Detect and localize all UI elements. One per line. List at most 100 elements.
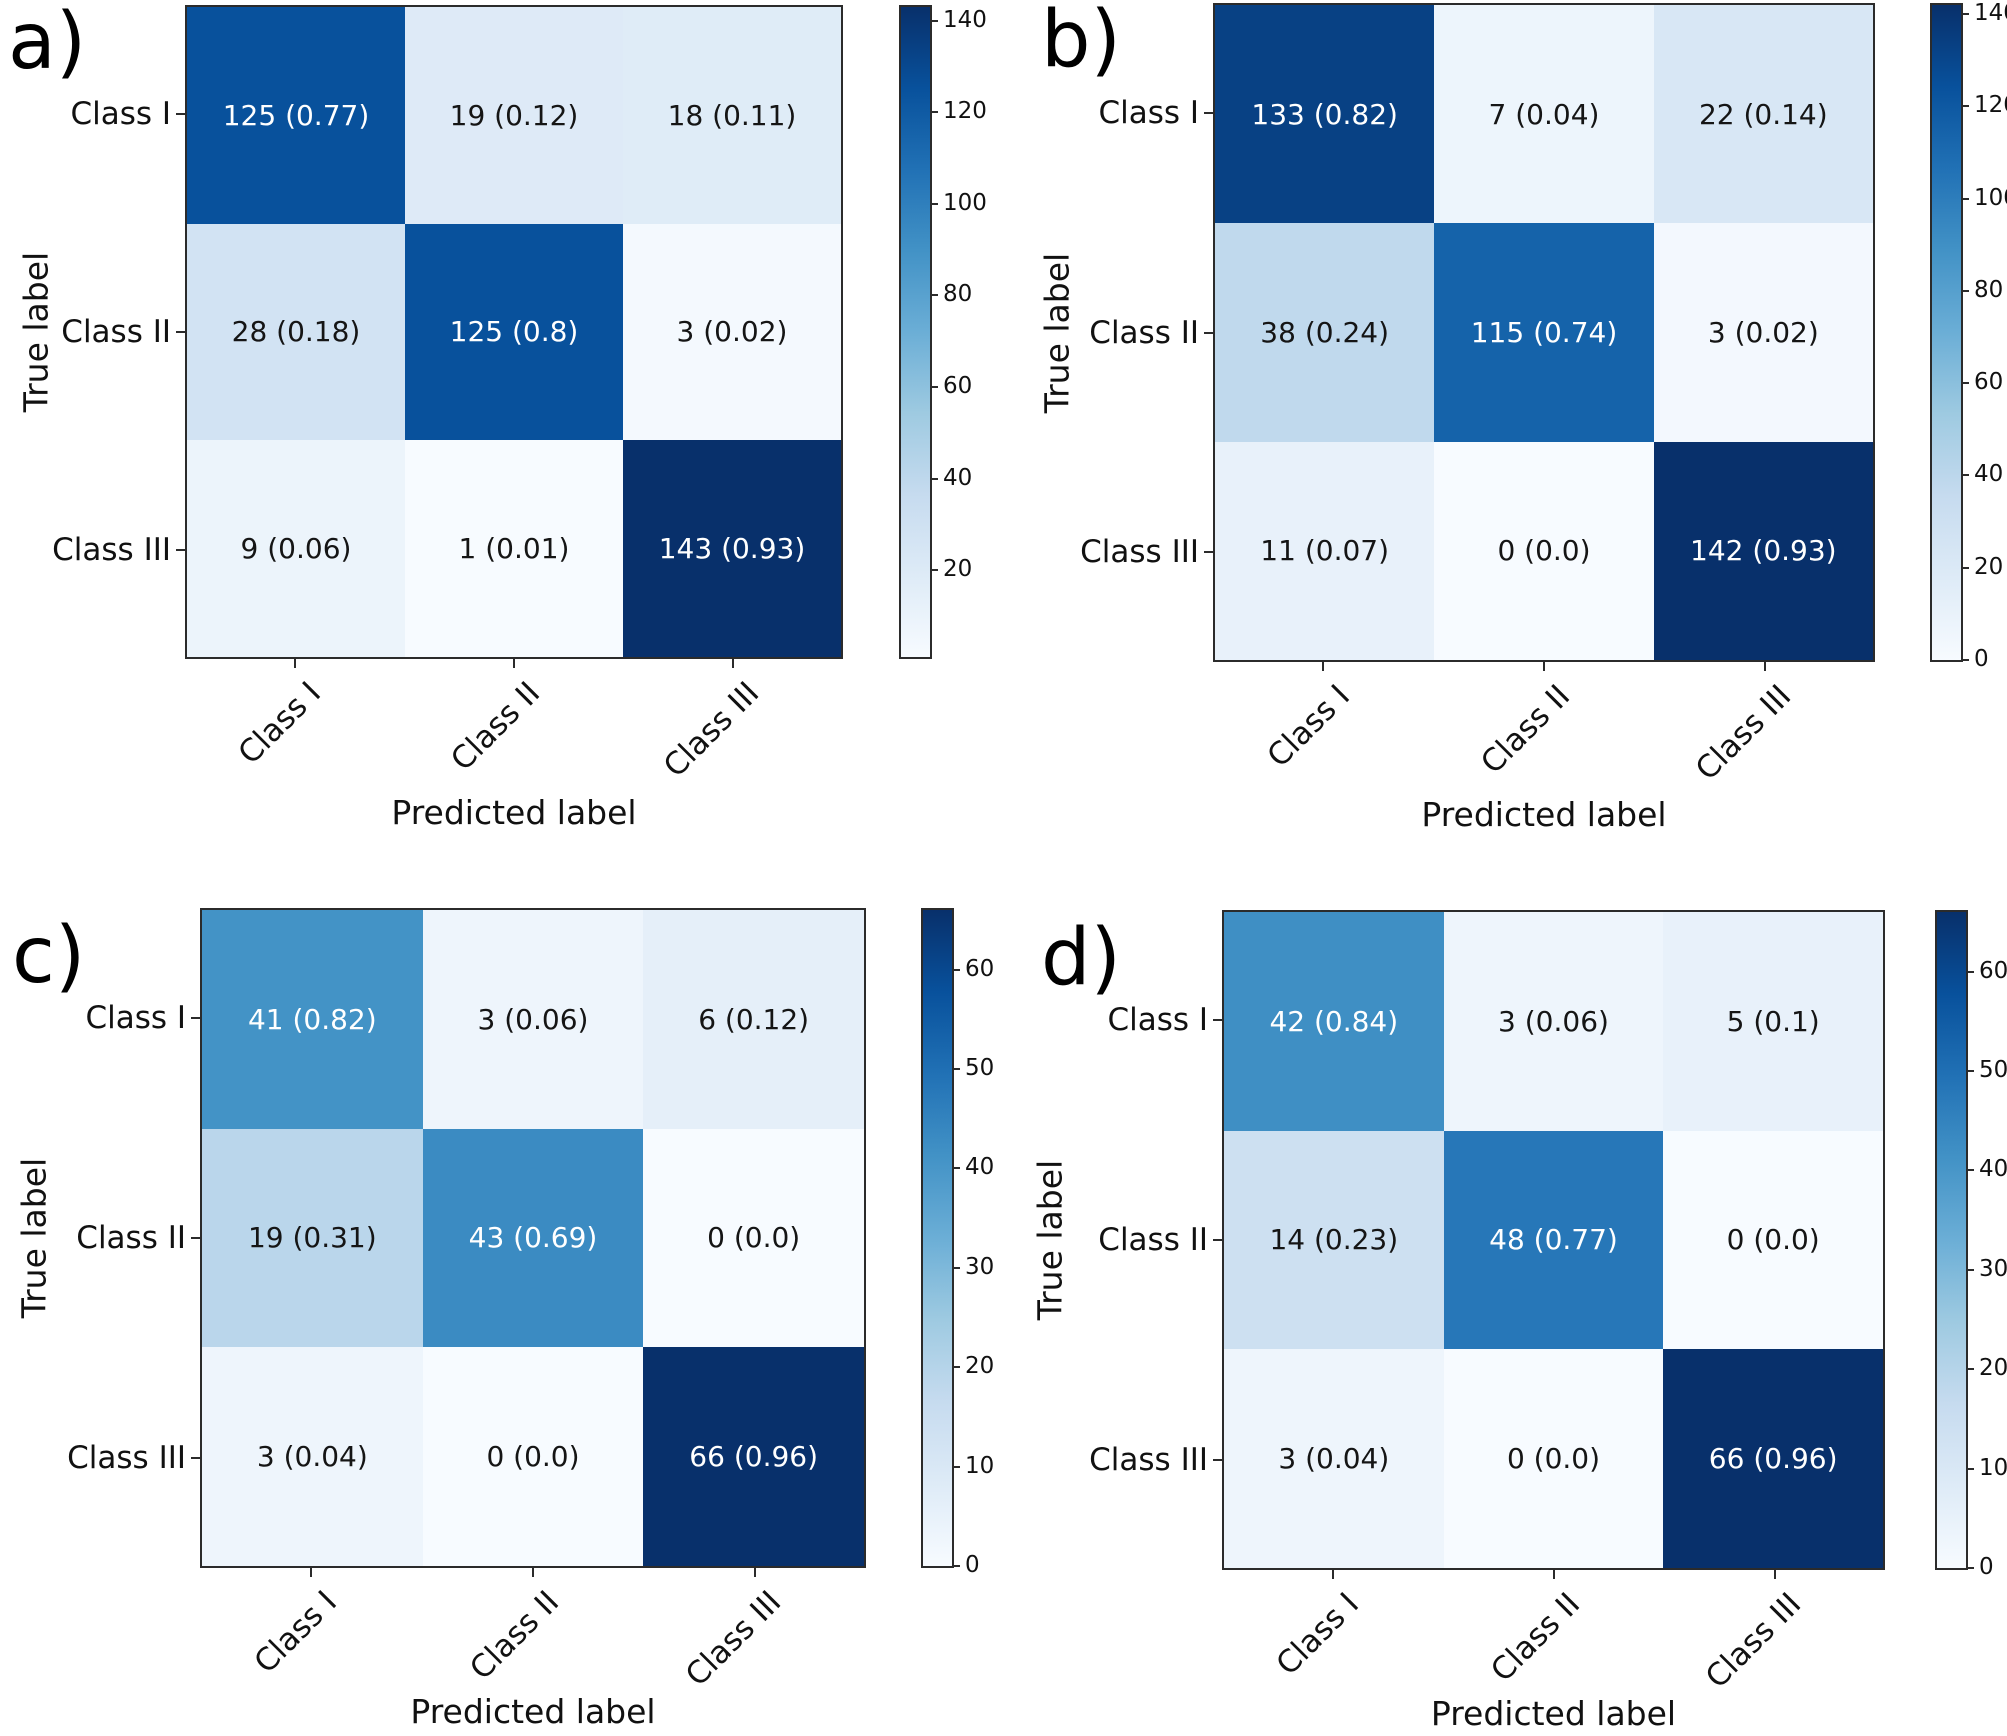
colorbar-tick-mark: [1961, 105, 1969, 108]
colorbar-tick-label: 0: [965, 1552, 980, 1578]
panel-c: c) True label Class I Class II Class III…: [0, 868, 1003, 1736]
confusion-matrix: 133 (0.82) 7 (0.04) 22 (0.14) 38 (0.24) …: [1213, 3, 1875, 662]
colorbar-tick-mark: [930, 111, 938, 114]
x-tick-mark: [1331, 1570, 1334, 1579]
matrix-cell: 22 (0.14): [1653, 5, 1873, 224]
matrix-cell: 19 (0.12): [405, 7, 623, 224]
colorbar-tick-label: 20: [1974, 553, 2004, 580]
confusion-matrix: 125 (0.77) 19 (0.12) 18 (0.11) 28 (0.18)…: [185, 5, 843, 659]
x-tick-mark: [293, 659, 296, 668]
matrix-cell: 5 (0.1): [1663, 912, 1883, 1131]
colorbar-tick-label: 100: [943, 189, 987, 216]
matrix-cell: 1 (0.01): [405, 440, 623, 657]
x-tick-label-text: Class I: [1260, 678, 1357, 775]
colorbar-tick-label: 60: [965, 955, 995, 982]
colorbar-tick-mark: [952, 1366, 960, 1369]
x-tick-mark: [754, 1568, 756, 1577]
colorbar-tick-label: 100: [1974, 184, 2007, 211]
colorbar-tick-label: 20: [1979, 1355, 2007, 1382]
colorbar-tick-label: 40: [943, 464, 973, 491]
matrix-cell: 43 (0.69): [422, 1128, 644, 1348]
colorbar-tick-label: 140: [943, 6, 987, 33]
colorbar-tick-label: 30: [1979, 1255, 2007, 1282]
x-tick-mark: [1322, 662, 1325, 671]
colorbar-tick-mark: [1961, 197, 1969, 200]
panel-letter: c): [12, 911, 86, 1001]
colorbar-tick-mark: [1966, 1169, 1974, 1172]
colorbar-tick-mark: [952, 1565, 960, 1567]
matrix-cell: 3 (0.04): [1224, 1349, 1444, 1568]
y-tick-mark: [1204, 331, 1213, 334]
colorbar-tick-label: 120: [1974, 92, 2007, 119]
x-tick-mark: [1773, 1570, 1776, 1579]
colorbar-tick-label: 40: [965, 1154, 995, 1181]
colorbar-tick-label: 50: [1979, 1057, 2007, 1083]
colorbar-tick-mark: [1966, 1268, 1974, 1271]
x-tick-label-text: Class II: [1474, 678, 1578, 782]
matrix-cell: 38 (0.24): [1215, 223, 1435, 442]
colorbar: 140 120 100 80 60 40 20: [899, 5, 987, 659]
matrix-cell: 19 (0.31): [202, 1128, 423, 1348]
x-tick-label-text: Class II: [463, 1584, 567, 1688]
matrix-cell: 3 (0.06): [1443, 912, 1664, 1131]
matrix-cell: 125 (0.8): [405, 223, 623, 441]
y-tick-mark: [176, 549, 185, 551]
x-tick-label-text: Class II: [444, 675, 548, 779]
y-tick-mark: [191, 1457, 200, 1459]
matrix-cell: 48 (0.77): [1443, 1130, 1664, 1350]
y-tick-mark: [176, 113, 185, 115]
confusion-matrix: 42 (0.84) 3 (0.06) 5 (0.1) 14 (0.23) 48 …: [1222, 910, 1885, 1570]
row-tick-label: Class III: [52, 532, 171, 568]
matrix-cell: 3 (0.02): [623, 223, 841, 441]
colorbar-tick-mark: [930, 19, 938, 22]
y-tick-mark: [1204, 111, 1213, 114]
colorbar-tick-mark: [952, 968, 960, 971]
colorbar-tick-label: 10: [965, 1452, 995, 1479]
colorbar-tick-label: 0: [1979, 1554, 1994, 1580]
matrix-cell: 0 (0.0): [643, 1128, 864, 1348]
y-tick-mark: [191, 1237, 200, 1239]
x-tick-label-text: Class II: [1483, 1586, 1587, 1690]
matrix-cell: 42 (0.84): [1224, 912, 1444, 1131]
x-tick-label-text: Class I: [1269, 1586, 1366, 1683]
panel-letter: a): [8, 0, 87, 87]
x-tick-label-text: Class III: [657, 675, 767, 785]
colorbar-tick-mark: [1961, 13, 1969, 16]
colorbar-tick-label: 80: [943, 281, 973, 308]
matrix-cell: 11 (0.07): [1215, 441, 1435, 660]
x-tick-mark: [532, 1568, 534, 1577]
colorbar-tick-mark: [1961, 566, 1969, 569]
row-tick-label: Class I: [1107, 1002, 1208, 1038]
colorbar-tick-label: 80: [1974, 276, 2004, 303]
matrix-cell: 0 (0.0): [1434, 441, 1654, 660]
matrix-cell: 14 (0.23): [1224, 1130, 1444, 1350]
panel-a: a) True label Class I Class II Class III…: [0, 0, 1003, 868]
colorbar-tick-mark: [930, 477, 938, 480]
colorbar-tick-mark: [1961, 289, 1969, 292]
colorbar-tick-mark: [1961, 474, 1969, 477]
colorbar-tick-label: 40: [1979, 1156, 2007, 1183]
x-tick-mark: [513, 659, 515, 668]
x-axis-title: Predicted label: [410, 1692, 656, 1731]
colorbar-tick-label: 30: [965, 1253, 995, 1280]
colorbar: 140 120 100 80 60 40 20 0: [1930, 0, 2007, 672]
matrix-cell: 115 (0.74): [1434, 223, 1654, 442]
x-tick-label-text: Class III: [1698, 1586, 1808, 1696]
y-tick-mark: [1213, 1019, 1222, 1021]
x-tick-label-text: Class I: [231, 675, 329, 772]
matrix-cell: 125 (0.77): [187, 7, 405, 224]
confusion-matrix: 41 (0.82) 3 (0.06) 6 (0.12) 19 (0.31) 43…: [200, 908, 866, 1568]
colorbar-tick-mark: [1961, 659, 1969, 661]
y-tick-mark: [1213, 1239, 1222, 1241]
y-tick-mark: [176, 331, 185, 333]
colorbar: 60 50 40 30 20 10 0: [1935, 910, 2007, 1580]
matrix-cell: 41 (0.82): [202, 910, 423, 1129]
colorbar-tick-mark: [952, 1266, 960, 1269]
panel-d: d) True label Class I Class II Class III…: [1004, 868, 2007, 1736]
colorbar-tick-mark: [930, 569, 938, 572]
x-tick-label-text: Class III: [1688, 678, 1799, 788]
row-tick-label: Class III: [67, 1440, 186, 1476]
x-axis-title: Predicted label: [1421, 795, 1667, 834]
x-axis-title: Predicted label: [1430, 1694, 1677, 1733]
panel-letter: d): [1041, 913, 1121, 1003]
